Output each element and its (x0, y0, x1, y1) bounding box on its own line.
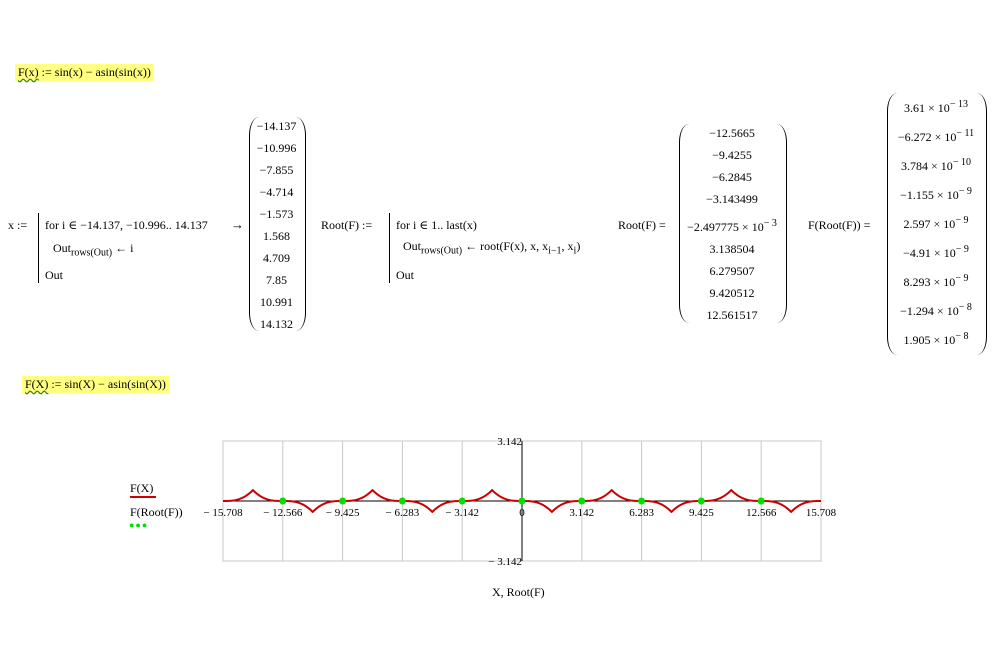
root-value: −6.2845 (712, 170, 752, 184)
root-point (757, 497, 765, 505)
f-root-value: 3.61 × 10− 13 (904, 99, 968, 115)
x-tick-label: 15.708 (806, 507, 837, 519)
f-root-value: −6.272 × 10− 11 (897, 128, 975, 144)
x-value: −4.714 (259, 185, 294, 199)
root-point (458, 497, 466, 505)
f-root-value: 3.784 × 10− 10 (901, 157, 971, 173)
def-body: := sin(x) − asin(sin(x)) (41, 65, 151, 79)
f-root-value: −1.294 × 10− 8 (900, 302, 972, 318)
root-assign-label: Root(F) := (321, 218, 373, 232)
x-tick-label: − 12.566 (263, 507, 303, 519)
f-root-value: −4.91 × 10− 9 (903, 244, 969, 260)
root-value: 9.420512 (709, 286, 755, 300)
x-value: −10.996 (256, 141, 297, 155)
xy-plot[interactable]: 3.142 − 3.142 − 15.708 − 12.566 − 9.425 − 6… (195, 432, 855, 577)
f-root-value: 8.293 × 10− 9 (903, 273, 969, 289)
x-tick-label: − 9.425 (326, 507, 360, 519)
function-definition-f-x[interactable]: F(x) := sin(x) − asin(sin(x)) (15, 64, 154, 81)
f-root-value: 2.597 × 10− 9 (903, 215, 969, 231)
program-x-line1[interactable]: for i ∈ −14.137, −10.996.. 14.137 (45, 218, 208, 232)
y-tick-label: − 3.142 (488, 556, 522, 568)
x-value: 7.85 (266, 273, 287, 287)
root-value: 12.561517 (706, 308, 758, 322)
f-root-value: −1.155 × 10− 9 (900, 186, 972, 202)
x-tick-label: − 6.283 (386, 507, 420, 519)
root-value: −12.5665 (709, 126, 755, 140)
root-value: −3.143499 (706, 192, 758, 206)
program-x-line2[interactable]: Outrows(Out) ← i (53, 241, 134, 259)
f-root-result-column: 3.61 × 10− 13 −6.272 × 10− 11 3.784 × 10… (887, 93, 985, 355)
root-value: 6.279507 (709, 264, 755, 278)
x-tick-label: 9.425 (689, 507, 714, 519)
series-points-f-root (279, 497, 765, 505)
y-tick-label: 3.142 (497, 436, 522, 448)
x-tick-label: 12.566 (746, 507, 777, 519)
x-assign-label: x := (8, 218, 28, 232)
x-value: 14.132 (260, 317, 293, 331)
x-tick-label: − 3.142 (445, 507, 479, 519)
root-value: 3.138504 (709, 242, 755, 256)
program-bar-root (389, 213, 390, 283)
x-tick-labels: − 15.708 − 12.566 − 9.425 − 6.283 − 3.142 0 3.… (203, 507, 836, 519)
program-bar-x (38, 213, 39, 283)
root-point (518, 497, 526, 505)
legend-line-swatch (130, 496, 156, 498)
legend-label-f-x: F(X) (130, 481, 154, 495)
legend-label-f-root: F(Root(F)) (130, 505, 183, 519)
f-root-result-matrix[interactable] (887, 93, 987, 355)
x-value: −14.137 (256, 119, 297, 133)
def-name: F(X) (25, 377, 49, 391)
def-name: F(x) (18, 65, 39, 79)
root-result-column: −12.5665 −9.4255 −6.2845 −3.143499 −2.49… (679, 124, 785, 323)
root-value: −9.4255 (712, 148, 752, 162)
legend-points-swatch: ●●● (129, 520, 149, 530)
def-body: := sin(X) − asin(sin(X)) (51, 377, 166, 391)
root-eval-label: Root(F) = (618, 218, 666, 232)
root-point (339, 497, 347, 505)
root-point (697, 497, 705, 505)
x-value: 10.991 (260, 295, 293, 309)
program-root-line3[interactable]: Out (396, 268, 414, 282)
root-point (398, 497, 406, 505)
root-point (638, 497, 646, 505)
x-tick-label: 0 (519, 507, 525, 519)
x-tick-label: 3.142 (569, 507, 594, 519)
x-tick-label: 6.283 (629, 507, 654, 519)
x-value: −1.573 (259, 207, 294, 221)
x-result-matrix[interactable] (249, 117, 306, 331)
symbolic-arrow: → (231, 217, 244, 232)
program-root-line2[interactable]: Outrows(Out) ← root(F(x), x, xi−1, xi) (403, 239, 581, 257)
program-root-line1[interactable]: for i ∈ 1.. last(x) (396, 218, 477, 232)
x-result-column: −14.137 −10.996 −7.855 −4.714 −1.573 1.5… (249, 117, 304, 331)
root-result-matrix[interactable] (679, 124, 787, 323)
x-value: 4.709 (263, 251, 290, 265)
x-value: −7.855 (259, 163, 294, 177)
x-value: 1.568 (263, 229, 290, 243)
program-x-line3[interactable]: Out (45, 268, 63, 282)
root-point (279, 497, 287, 505)
function-definition-f-capital-x[interactable]: F(X) := sin(X) − asin(sin(X)) (22, 376, 169, 393)
root-point (578, 497, 586, 505)
f-root-value: 1.905 × 10− 8 (903, 331, 969, 347)
x-tick-label: − 15.708 (203, 507, 243, 519)
x-axis-label: X, Root(F) (492, 585, 545, 599)
f-root-eval-label: F(Root(F)) = (808, 218, 871, 232)
root-value: −2.497775 × 10− 3 (687, 218, 777, 234)
